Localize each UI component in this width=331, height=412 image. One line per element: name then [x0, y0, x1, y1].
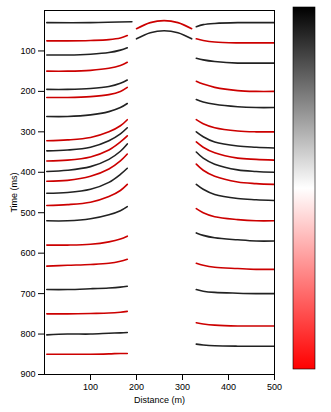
- svg-text:200: 200: [129, 382, 144, 392]
- svg-text:400: 400: [20, 167, 35, 177]
- svg-text:100: 100: [20, 46, 35, 56]
- svg-text:200: 200: [20, 86, 35, 96]
- svg-text:500: 500: [267, 382, 282, 392]
- svg-text:600: 600: [20, 248, 35, 258]
- svg-text:900: 900: [20, 369, 35, 379]
- svg-text:Time (ms): Time (ms): [9, 172, 19, 212]
- svg-text:500: 500: [20, 208, 35, 218]
- svg-text:300: 300: [175, 382, 190, 392]
- svg-text:100: 100: [83, 382, 98, 392]
- svg-text:700: 700: [20, 288, 35, 298]
- svg-text:Distance (m): Distance (m): [134, 395, 185, 405]
- svg-text:400: 400: [221, 382, 236, 392]
- svg-text:300: 300: [20, 127, 35, 137]
- svg-text:800: 800: [20, 329, 35, 339]
